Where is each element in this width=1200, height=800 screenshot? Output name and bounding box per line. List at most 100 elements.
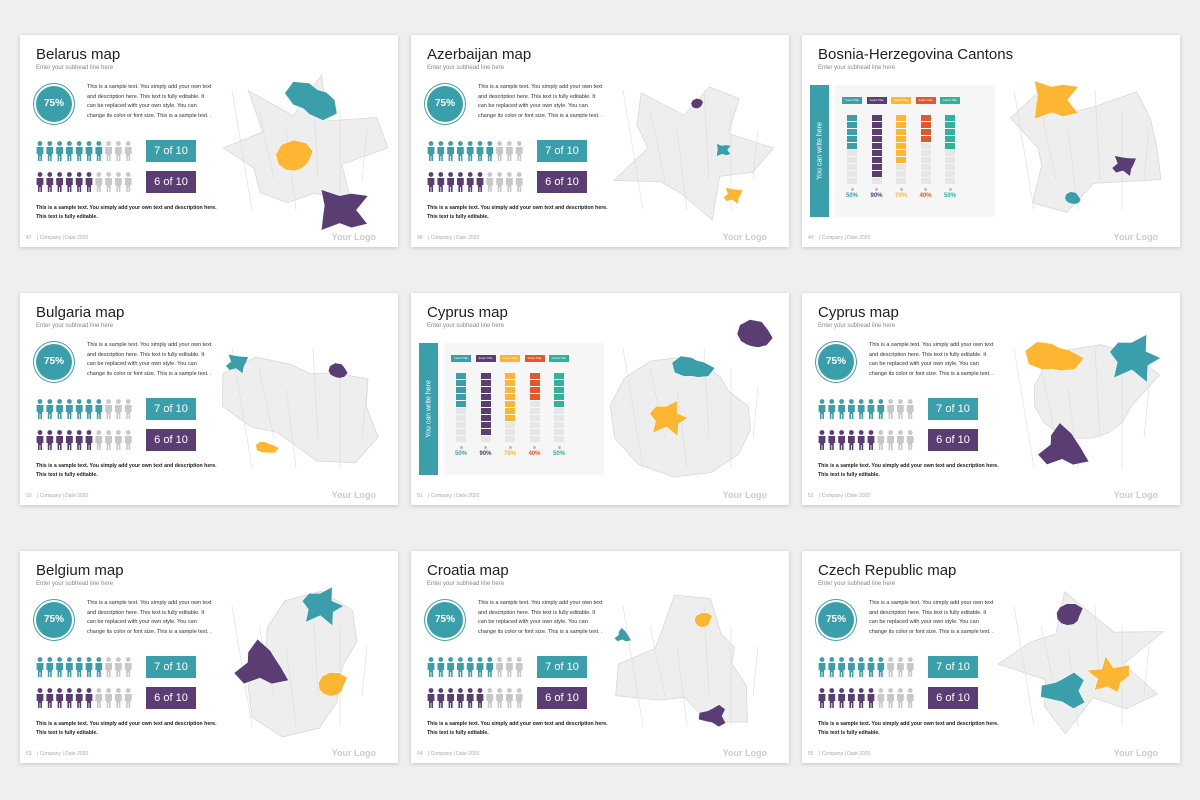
person-icon [106, 657, 111, 662]
slide: Bulgaria map Enter your subhead line here… [20, 293, 398, 505]
person-icon [85, 147, 93, 161]
bar-dot [508, 446, 512, 449]
map-region [1111, 155, 1137, 177]
bar [480, 373, 491, 436]
person-icon [839, 430, 844, 435]
person-icon [75, 178, 83, 192]
person-icon [848, 405, 855, 419]
ratio-box: 7 of 10 [928, 398, 978, 420]
person-icon [437, 663, 445, 677]
person-icon [467, 172, 473, 177]
person-icon [427, 663, 435, 677]
person-icon [124, 178, 132, 192]
person-icon [37, 141, 43, 146]
person-icon [819, 657, 825, 662]
ratio-box: 6 of 10 [146, 171, 196, 193]
map-base [1009, 91, 1162, 213]
person-icon [496, 694, 503, 708]
person-icon [466, 694, 474, 708]
person-icon [818, 663, 826, 677]
person-icon [839, 657, 844, 662]
slide-subtitle: Enter your subhead line here [427, 581, 505, 587]
person-icon [95, 436, 103, 450]
person-icon [115, 663, 122, 677]
footer-text: | Company | Date 2020 [37, 235, 89, 241]
map [997, 590, 1165, 735]
ratio-box: 6 of 10 [537, 687, 587, 709]
person-icon [458, 657, 463, 662]
map-region [1024, 341, 1085, 372]
person-icon [96, 172, 102, 177]
person-icon [85, 663, 93, 677]
person-icon [124, 663, 132, 677]
person-icon [858, 657, 864, 662]
map [221, 347, 379, 469]
slide-subtitle: Enter your subhead line here [818, 581, 896, 587]
person-icon [106, 172, 111, 177]
slide: Bosnia-Herzegovina Cantons Enter your sub… [802, 35, 1180, 247]
slide: Belarus map Enter your subhead line here 4… [20, 35, 398, 247]
map-region [736, 319, 774, 348]
person-icon [868, 430, 874, 435]
person-icon [476, 178, 484, 192]
footer-text: | Company | Date 2020 [37, 751, 89, 757]
person-icon [66, 436, 73, 450]
page-number: 54 [417, 751, 423, 757]
value-label: 70% [894, 193, 907, 199]
ratio-box: 7 of 10 [146, 140, 196, 162]
person-icon [37, 657, 43, 662]
person-icon [849, 430, 854, 435]
map-border [361, 129, 368, 181]
person-icon [467, 141, 473, 146]
value-label: 40% [919, 193, 932, 199]
person-icon [67, 657, 72, 662]
column-tag: Insert Title [891, 97, 911, 104]
bar-dot [484, 446, 487, 449]
slide-title: Belarus map [36, 46, 121, 63]
page-number: 49 [808, 235, 814, 241]
person-icon [76, 172, 82, 177]
person-icon [124, 147, 132, 161]
person-icon [828, 694, 836, 708]
icon-row [36, 399, 132, 419]
map-region [1064, 191, 1082, 205]
person-icon [447, 147, 454, 161]
map-border [649, 109, 666, 181]
person-icon [105, 436, 112, 450]
person-icon [428, 688, 434, 693]
column-tag: Insert Title [915, 97, 936, 104]
person-icon [124, 405, 132, 419]
person-icon [36, 694, 44, 708]
map-border [231, 605, 253, 727]
person-icon [907, 657, 913, 662]
map [613, 594, 759, 728]
person-icon [516, 688, 522, 693]
map-region [649, 399, 689, 437]
body-text: This is a sample text. You simply add yo… [869, 342, 994, 377]
person-icon [897, 405, 904, 419]
person-icon [116, 172, 121, 177]
person-icon [838, 405, 845, 419]
map-region [255, 441, 280, 454]
icon-row [36, 688, 132, 708]
person-icon [57, 657, 62, 662]
map [609, 319, 774, 478]
person-icon [428, 141, 434, 146]
map-region [694, 612, 713, 628]
slide: Belgium map Enter your subhead line here 5… [20, 551, 398, 763]
bar-track [529, 373, 540, 443]
person-icon [427, 694, 435, 708]
icon-row [427, 688, 523, 708]
column-tag: Insert Title [940, 97, 960, 104]
person-icon [818, 694, 826, 708]
person-icon [858, 399, 864, 404]
person-icon [897, 663, 904, 677]
person-icon [897, 694, 904, 708]
person-icon [507, 141, 512, 146]
person-icon [96, 399, 102, 404]
person-icon [85, 405, 93, 419]
body-text: This is a sample text. You simply add yo… [478, 600, 603, 635]
person-icon [515, 694, 523, 708]
person-icon [877, 405, 885, 419]
value-label: 70% [503, 451, 516, 457]
